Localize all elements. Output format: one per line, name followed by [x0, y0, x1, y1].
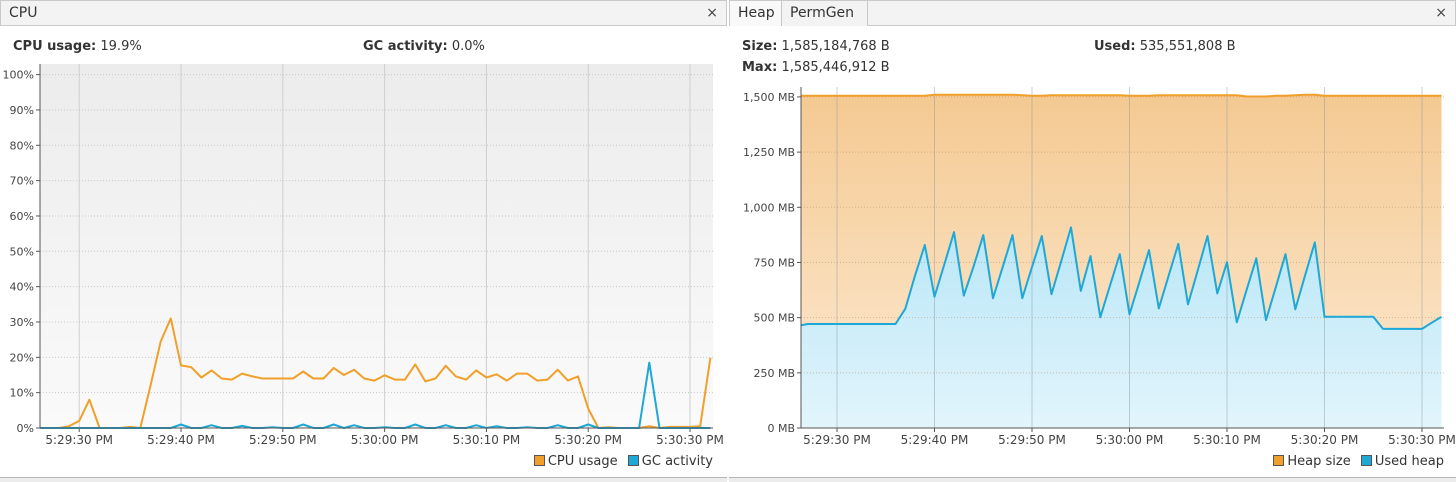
y-tick-label: 90% — [10, 104, 34, 117]
y-tick-label: 0 MB — [767, 422, 795, 435]
x-tick-label: 5:30:30 PM — [656, 433, 724, 447]
y-tick-label: 30% — [10, 316, 34, 329]
y-tick-label: 750 MB — [753, 256, 795, 269]
x-tick-label: 5:30:00 PM — [351, 433, 419, 447]
y-tick-label: 250 MB — [753, 367, 795, 380]
y-tick-label: 40% — [10, 281, 34, 294]
plot-background — [40, 64, 713, 428]
x-tick-label: 5:30:30 PM — [1388, 433, 1456, 447]
y-tick-label: 70% — [10, 175, 34, 188]
x-tick-label: 5:29:40 PM — [147, 433, 215, 447]
y-tick-label: 80% — [10, 139, 34, 152]
y-tick-label: 20% — [10, 351, 34, 364]
y-tick-label: 1,250 MB — [743, 146, 795, 159]
heap-chart: 5:29:30 PM 5:29:40 PM 5:29:50 PM 5:30:00 PM… — [743, 87, 1456, 447]
y-tick-label: 100% — [3, 69, 34, 82]
cpu-chart: 5:29:30 PM 5:29:40 PM 5:29:50 PM 5:30:00 PM… — [3, 64, 724, 447]
x-tick-label: 5:29:30 PM — [45, 433, 113, 447]
x-tick-label: 5:29:30 PM — [803, 433, 871, 447]
y-tick-label: 60% — [10, 210, 34, 223]
x-tick-label: 5:29:50 PM — [249, 433, 317, 447]
y-tick-label: 500 MB — [753, 312, 795, 325]
y-tick-label: 1,000 MB — [743, 201, 795, 214]
y-tick-label: 1,500 MB — [743, 91, 795, 104]
x-tick-label: 5:29:50 PM — [998, 433, 1066, 447]
y-tick-label: 10% — [10, 387, 34, 400]
y-tick-label: 0% — [17, 422, 34, 435]
x-tick-label: 5:30:00 PM — [1096, 433, 1164, 447]
x-tick-label: 5:30:20 PM — [1291, 433, 1359, 447]
y-tick-label: 50% — [10, 245, 34, 258]
plot-area — [798, 95, 1442, 428]
x-tick-label: 5:30:20 PM — [554, 433, 622, 447]
x-tick-label: 5:29:40 PM — [901, 433, 969, 447]
x-tick-label: 5:30:10 PM — [453, 433, 521, 447]
x-tick-label: 5:30:10 PM — [1193, 433, 1261, 447]
